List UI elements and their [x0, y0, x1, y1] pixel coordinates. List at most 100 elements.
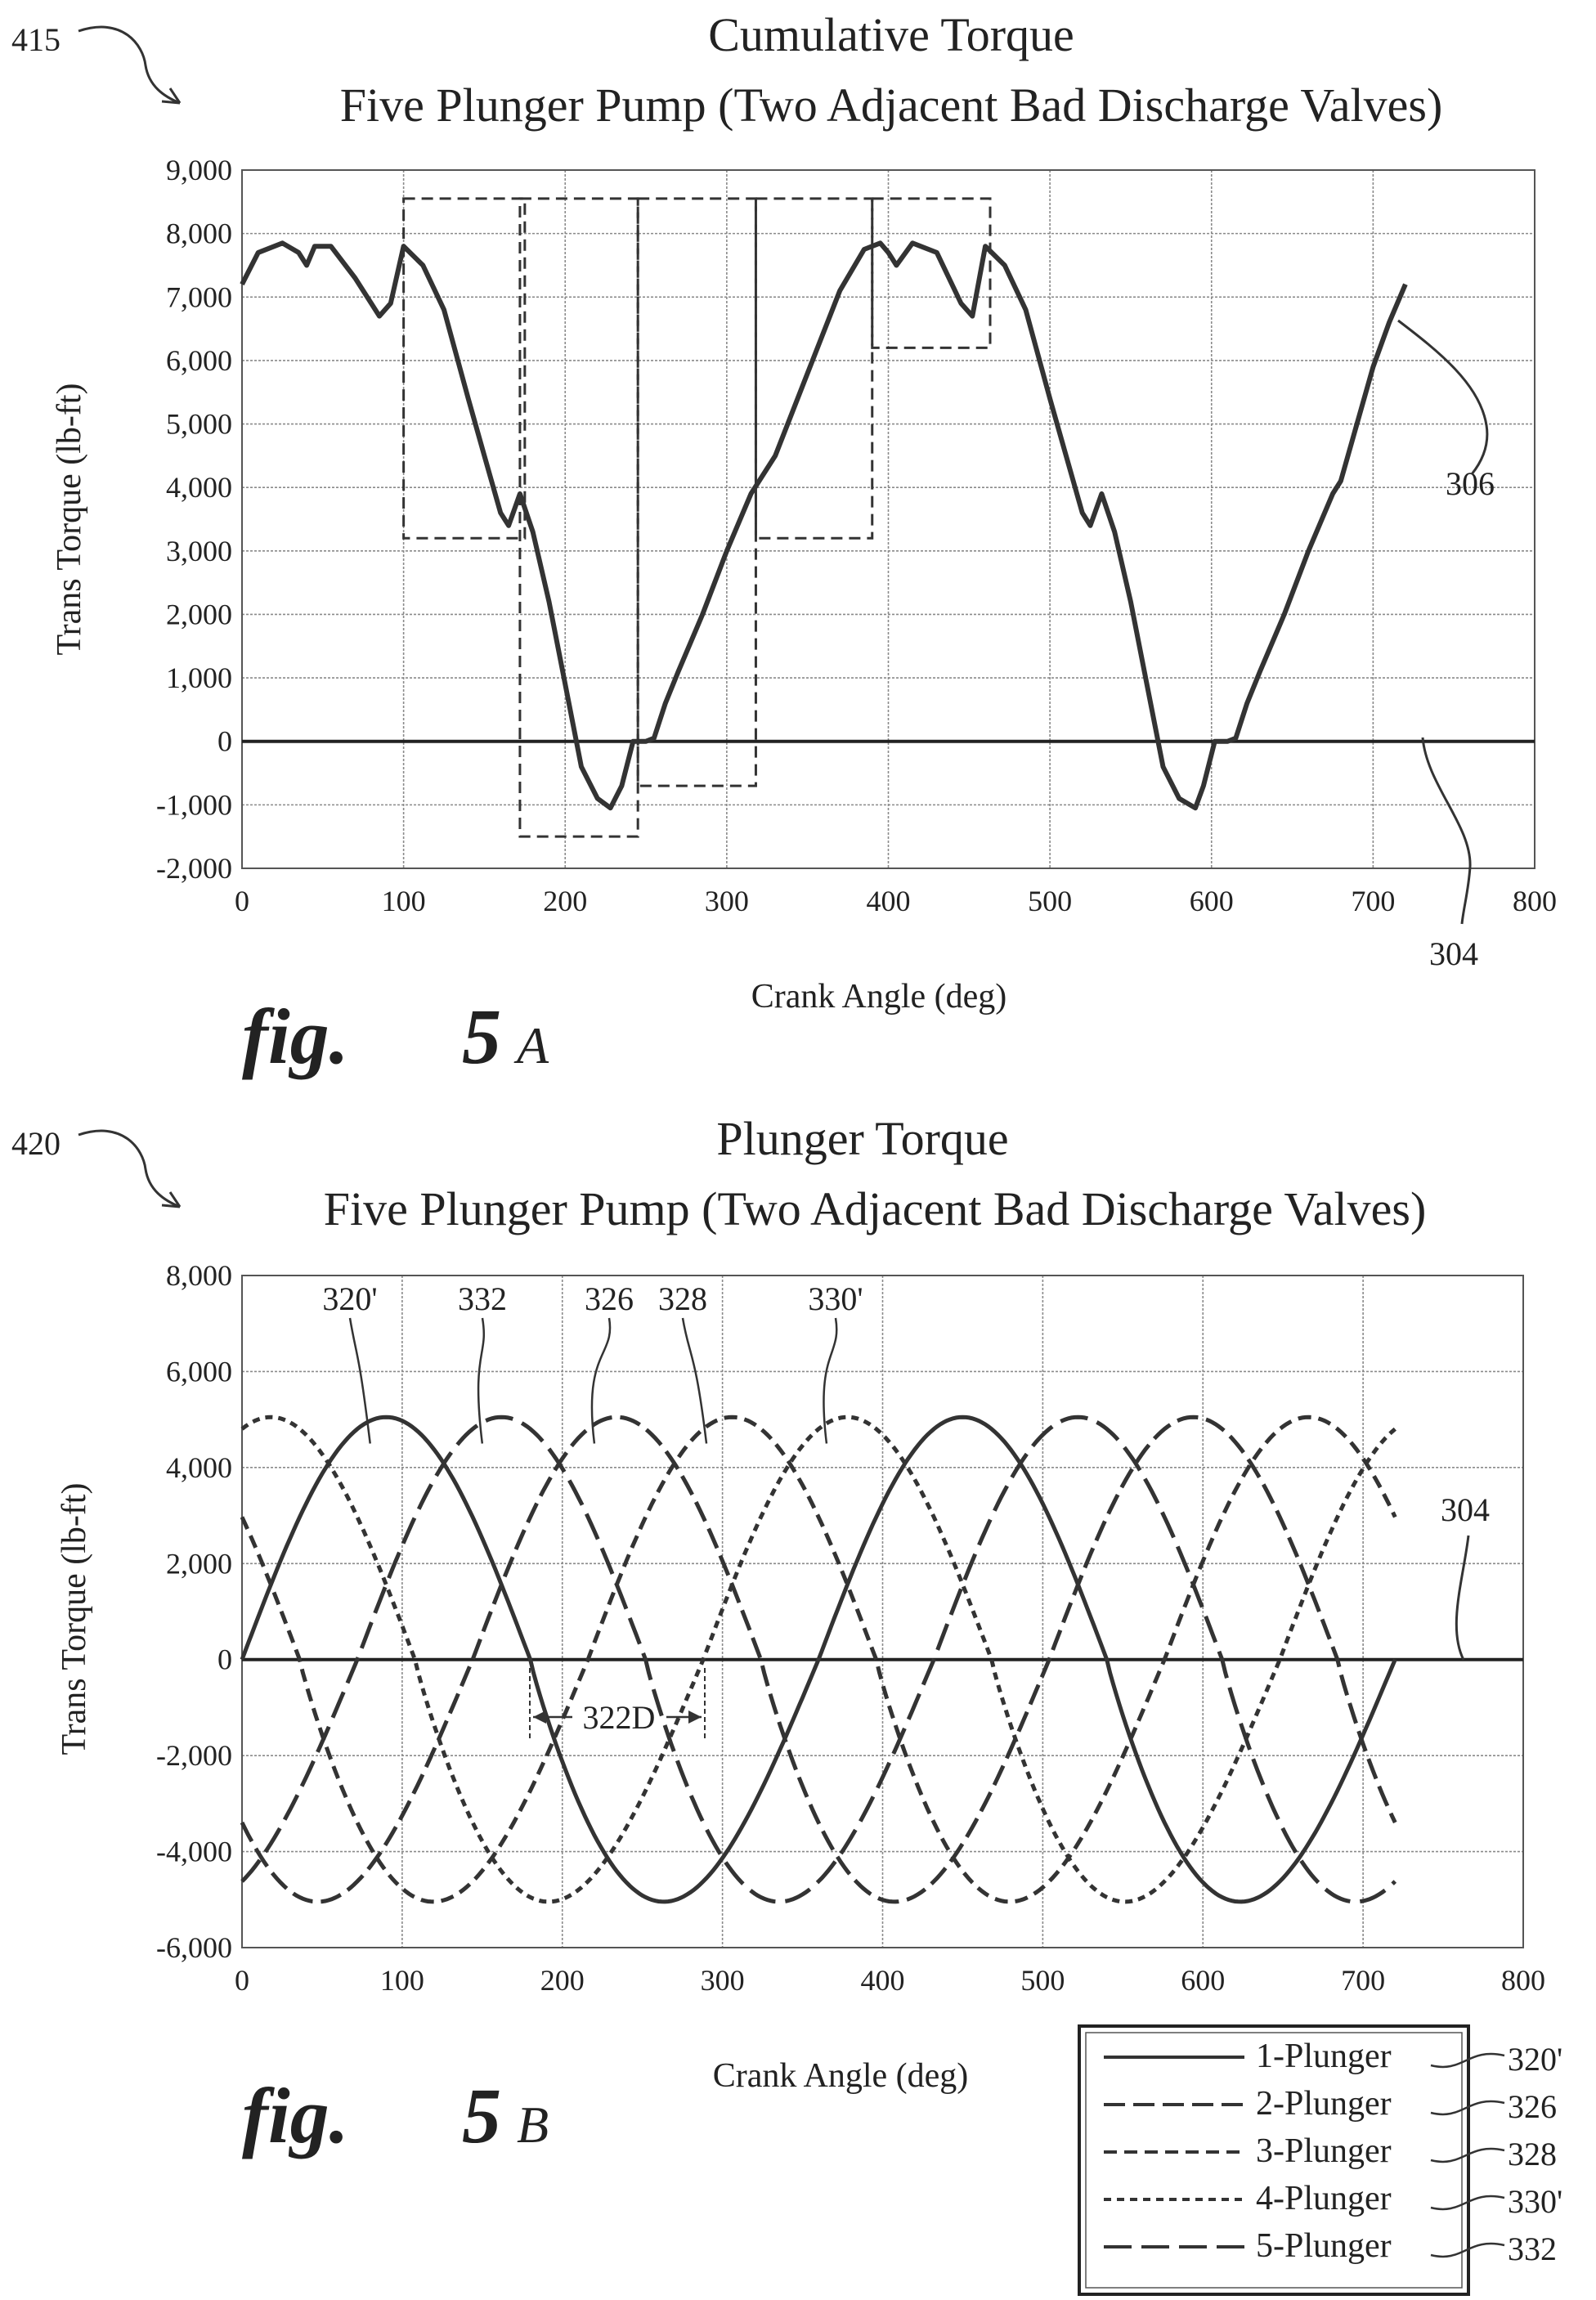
legend-label: 1-Plunger	[1256, 2038, 1392, 2075]
chart-b-x-tick-label: 700	[1341, 1964, 1385, 1997]
chart-b-x-tick-label: 200	[540, 1964, 585, 1997]
callout-304-a: 304	[1429, 935, 1478, 972]
chart-a-x-tick-label: 0	[235, 885, 249, 917]
chart-a-x-tick-label: 700	[1351, 885, 1395, 917]
chart-b-x-tick-label: 300	[701, 1964, 745, 1997]
chart-b-y-tick-label: 2,000	[166, 1547, 232, 1580]
chart-b-x-axis-label: Crank Angle (deg)	[713, 2057, 969, 2095]
chart-a-x-tick-label: 800	[1513, 885, 1557, 917]
chart-b-title: Plunger Torque	[716, 1112, 1008, 1165]
chart-a-title: Cumulative Torque	[708, 8, 1074, 61]
chart-b-y-axis-label: Trans Torque (lb-ft)	[56, 1482, 93, 1755]
chart-b-plot-frame	[241, 1275, 1524, 1948]
legend-label: 2-Plunger	[1256, 2085, 1392, 2123]
figure-a-ref-arrow	[78, 25, 181, 105]
legend-inner-border	[1085, 2032, 1463, 2289]
chart-a-y-tick-label: 0	[217, 725, 232, 758]
legend-ref: 330'	[1508, 2183, 1562, 2220]
chart-b-series-line	[240, 1415, 1397, 1904]
chart-b-callouts: 320' 332 326 328 330'	[322, 1280, 863, 1444]
figure-b-label-number: 5	[462, 2072, 501, 2159]
chart-a-y-tick-label: 1,000	[166, 661, 232, 694]
callout-304-b-leader	[1455, 1535, 1470, 1661]
chart-b-x-tick-label: 800	[1501, 1964, 1545, 1997]
chart-b-callout-leader	[348, 1317, 371, 1444]
chart-b-y-tick-label: -6,000	[156, 1931, 232, 1964]
chart-a-x-tick-label: 400	[867, 885, 911, 917]
figure-b-ref-arrowhead	[161, 1191, 182, 1208]
chart-b-x-tick-label: 400	[861, 1964, 905, 1997]
chart-a-region-box	[871, 197, 992, 349]
chart-a-region-box	[518, 197, 639, 838]
chart-a-ticks: 9,000 8,000 7,000 6,000 5,000 4,000 3,000 2,000…	[156, 154, 1557, 917]
chart-a-y-tick-label: 3,000	[166, 535, 232, 567]
chart-b-callout-leader	[823, 1317, 838, 1444]
chart-b-callout-leader	[590, 1317, 612, 1444]
chart-b-y-tick-label: 6,000	[166, 1355, 232, 1388]
chart-a-x-tick-label: 300	[705, 885, 749, 917]
chart-b-x-tick-label: 500	[1020, 1964, 1065, 1997]
callout-306: 306	[1446, 465, 1495, 502]
figure-b-label-script: fig.	[242, 2072, 349, 2159]
legend-ref-leader	[1430, 2242, 1505, 2258]
chart-b-series-line	[240, 1415, 1397, 1904]
chart-b-series	[240, 1415, 1397, 1904]
figure-b-ref-arrow	[78, 1129, 181, 1208]
chart-a-subtitle: Five Plunger Pump (Two Adjacent Bad Disc…	[340, 78, 1443, 132]
legend-ref: 328	[1508, 2136, 1557, 2172]
callout-306-leader	[1397, 319, 1489, 475]
figure-5b: 420 Plunger Torque Five Plunger Pump (Tw…	[11, 1112, 1562, 2296]
chart-b-callout-label: 326	[585, 1280, 634, 1317]
chart-a-series	[240, 240, 1408, 811]
chart-b-callout-leader	[681, 1317, 708, 1444]
dimension-322d-label: 322D	[583, 1699, 656, 1736]
chart-b-y-tick-label: 4,000	[166, 1451, 232, 1484]
chart-b-callout-label: 332	[458, 1280, 507, 1317]
chart-a-series-line	[240, 240, 1408, 811]
legend-ref: 326	[1508, 2088, 1557, 2125]
legend-ref-leader	[1430, 2100, 1505, 2116]
legend-ref: 320'	[1508, 2041, 1562, 2078]
chart-b-callout-label: 328	[658, 1280, 707, 1317]
chart-a-boxes	[402, 197, 992, 838]
legend-label: 5-Plunger	[1256, 2227, 1392, 2265]
chart-b-series-line	[240, 1415, 1397, 1904]
chart-b-callout-label: 330'	[808, 1280, 863, 1317]
chart-b-callout-leader	[477, 1317, 486, 1444]
legend-box	[1078, 2024, 1470, 2296]
chart-a-y-tick-label: 7,000	[166, 280, 232, 313]
figure-a-ref-arrowhead	[161, 87, 182, 105]
chart-a-y-tick-label: 4,000	[166, 471, 232, 504]
chart-a-grid	[241, 169, 1535, 869]
figure-b-ref: 420	[11, 1125, 61, 1162]
legend-label: 4-Plunger	[1256, 2180, 1392, 2217]
chart-a-y-tick-label: -2,000	[156, 852, 232, 885]
dimension-322d-right-arrowhead	[688, 1710, 702, 1724]
chart-a-x-tick-label: 500	[1028, 885, 1072, 917]
chart-a-y-tick-label: 9,000	[166, 154, 232, 186]
chart-a-y-tick-label: 8,000	[166, 217, 232, 250]
chart-b-y-tick-label: -2,000	[156, 1739, 232, 1772]
chart-a-x-tick-label: 100	[382, 885, 426, 917]
chart-b-y-tick-label: -4,000	[156, 1836, 232, 1868]
figure-5a: 415 Cumulative Torque Five Plunger Pump …	[11, 8, 1557, 1080]
chart-b-series-line	[240, 1415, 1396, 1904]
chart-a-x-tick-label: 200	[543, 885, 587, 917]
legend-ref-leader	[1430, 2052, 1505, 2069]
chart-a-region-box	[402, 197, 527, 540]
figure-b-label-letter: B	[517, 2096, 549, 2154]
chart-a-y-tick-label: 6,000	[166, 344, 232, 377]
legend-label: 3-Plunger	[1256, 2132, 1392, 2170]
figure-a-label-script: fig.	[242, 993, 349, 1080]
callout-304-b: 304	[1441, 1491, 1490, 1528]
chart-b-grid	[241, 1275, 1524, 1948]
chart-a-plot-frame	[241, 169, 1535, 869]
chart-b-legend: 1-Plunger 320' 2-Plunger 326 3-Plunger 328 4-P…	[1078, 2024, 1562, 2296]
callout-304-a-leader	[1421, 737, 1472, 925]
chart-a-region-box	[754, 197, 874, 540]
chart-a-y-tick-label: -1,000	[156, 788, 232, 821]
chart-b-x-tick-label: 100	[380, 1964, 424, 1997]
chart-b-y-tick-label: 0	[217, 1643, 232, 1676]
dimension-322d-left-arrowhead	[533, 1710, 546, 1724]
